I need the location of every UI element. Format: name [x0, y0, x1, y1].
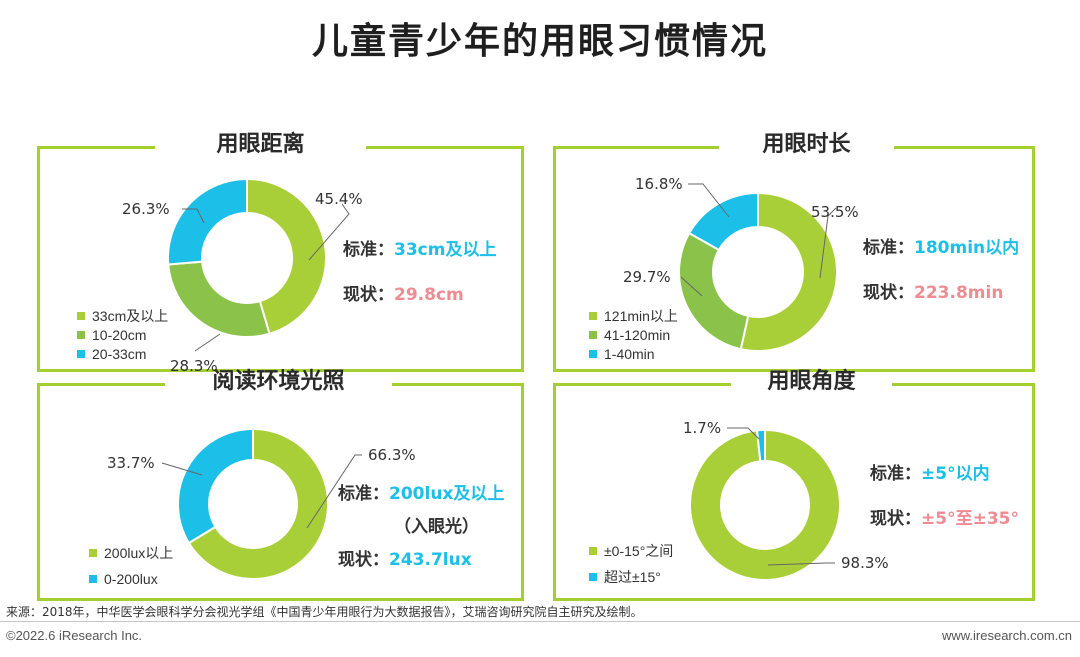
panel-top-line-left: [553, 383, 731, 386]
page-title: 儿童青少年的用眼习惯情况: [311, 21, 768, 62]
footer-website[interactable]: www.iresearch.com.cn: [941, 628, 1072, 643]
current-line: 现状：223.8min: [863, 283, 1004, 303]
panel-reading-light: 阅读环境光照 66.3% 33.7% 200lux以上 0-200lux 标准：…: [37, 369, 524, 601]
legend-item: 121min以上: [589, 307, 678, 326]
panel-frame: [37, 146, 524, 372]
value-label: 53.5%: [811, 203, 859, 221]
panel-frame: [553, 383, 1035, 601]
value-label: 98.3%: [841, 554, 889, 572]
current-line: 现状：29.8cm: [343, 285, 464, 305]
value-label: 45.4%: [315, 190, 363, 208]
leader-line: [194, 333, 221, 352]
panel-eye-duration: 用眼时长 53.5% 16.8% 29.7% 121min以上 41-120mi…: [553, 132, 1035, 372]
leader-line: [767, 562, 835, 566]
panel-top-line-left: [553, 146, 719, 149]
current-line: 现状：243.7lux: [338, 550, 472, 570]
panel-frame: [553, 146, 1035, 372]
donut-slice: [167, 177, 248, 266]
donut-slice: [177, 427, 254, 545]
leader-line: [306, 454, 362, 529]
panel-frame: [37, 383, 524, 601]
donut-slice: [689, 428, 841, 581]
panel-top-line-left: [37, 383, 165, 386]
donut-chart: [689, 428, 841, 581]
panel-title: 用眼距离: [216, 132, 305, 157]
panel-top-line-right: [366, 146, 524, 149]
standard-line: 标准：200lux及以上: [338, 484, 505, 504]
leader-line: [161, 462, 203, 476]
legend-item: 1-40min: [589, 345, 678, 364]
value-label: 1.7%: [683, 419, 722, 437]
donut-slice: [739, 191, 838, 352]
panel-title: 用眼时长: [762, 132, 851, 157]
donut-slice: [687, 191, 759, 252]
value-label: 33.7%: [107, 454, 155, 472]
footer-divider: [0, 621, 1080, 622]
leader-lines: [680, 183, 837, 297]
value-label: 16.8%: [635, 175, 683, 193]
donut-chart: [177, 427, 329, 580]
value-label: 28.3%: [170, 357, 218, 375]
donut-chart: [167, 177, 327, 338]
legend: ±0-15°之间 超过±15°: [589, 542, 673, 587]
leader-line: [308, 203, 350, 261]
panel-top-line-right: [894, 146, 1035, 149]
leader-line: [680, 276, 703, 297]
donut-slice: [187, 427, 329, 580]
donut-slice: [755, 428, 766, 463]
donut-slice: [246, 177, 327, 335]
standard-line: 标准：33cm及以上: [343, 240, 497, 260]
legend: 33cm及以上 10-20cm 20-33cm: [77, 307, 168, 364]
leader-lines: [161, 454, 362, 529]
leader-lines: [727, 427, 835, 566]
legend-item: 10-20cm: [77, 326, 168, 345]
legend-item: ±0-15°之间: [589, 542, 673, 561]
legend-item: 41-120min: [589, 326, 678, 345]
panel-eye-distance: 用眼距离 45.4% 26.3% 28.3% 33cm及以上 10-20cm 2…: [37, 132, 524, 375]
value-label: 26.3%: [122, 200, 170, 218]
legend-item: 超过±15°: [589, 568, 673, 587]
leader-line: [727, 427, 760, 440]
panel-title: 用眼角度: [767, 369, 856, 394]
standard-line: 标准：±5°以内: [870, 464, 990, 484]
panel-top-line-right: [392, 383, 524, 386]
standard-note: （入眼光）: [394, 517, 479, 537]
panel-title: 阅读环境光照: [212, 369, 345, 394]
leader-line: [182, 208, 205, 224]
legend-item: 20-33cm: [77, 345, 168, 364]
legend-item: 0-200lux: [89, 570, 173, 589]
footer-copyright: ©2022.6 iResearch Inc.: [6, 628, 143, 643]
panel-top-line-right: [892, 383, 1035, 386]
current-line: 现状：±5°至±35°: [870, 509, 1019, 529]
legend: 200lux以上 0-200lux: [89, 544, 173, 589]
leader-line: [688, 183, 730, 218]
source-note: 来源：2018年，中华医学会眼科学分会视光学组《中国青少年用眼行为大数据报告》，…: [6, 605, 643, 619]
value-label: 66.3%: [368, 446, 416, 464]
standard-line: 标准：180min以内: [863, 238, 1020, 258]
legend-item: 200lux以上: [89, 544, 173, 563]
panel-eye-angle: 用眼角度 1.7% 98.3% ±0-15°之间 超过±15° 标准：±5°以内…: [553, 369, 1035, 601]
value-label: 29.7%: [623, 268, 671, 286]
donut-chart: [678, 191, 838, 352]
leader-line: [819, 207, 837, 279]
leader-lines: [182, 203, 350, 352]
legend: 121min以上 41-120min 1-40min: [589, 307, 678, 364]
legend-item: 33cm及以上: [77, 307, 168, 326]
panel-top-line-left: [37, 146, 155, 149]
